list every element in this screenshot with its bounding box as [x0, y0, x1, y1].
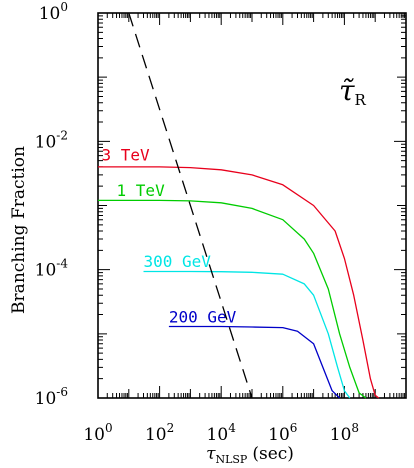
series-line-3-tev: [98, 166, 380, 399]
tick-labels: 100 102 104 106 108 100 10-2 10-4 10-6: [35, 0, 359, 445]
y-tick-label: 10-6: [35, 385, 68, 409]
series-line-300-gev: [143, 270, 351, 399]
tick-marks: [97, 13, 406, 399]
series-line-200-gev: [168, 325, 341, 399]
y-axis-label: Branching Fraction: [9, 146, 29, 314]
plot-frame: [97, 12, 407, 399]
stau-annotation: τ̃R: [339, 74, 367, 109]
y-tick-label: 10-2: [35, 128, 68, 152]
series-line-1-tev: [98, 199, 367, 399]
x-tick-label: 108: [330, 421, 359, 445]
y-tick-label: 100: [39, 0, 68, 24]
axis-ticks: [97, 13, 406, 399]
x-tick-label: 106: [268, 421, 297, 445]
series-label: 200 GeV: [169, 308, 237, 327]
y-tick-label: 10-4: [35, 257, 69, 281]
x-tick-label: 100: [83, 421, 112, 445]
dashed-reference-line: [128, 12, 253, 399]
series-label: 300 GeV: [143, 252, 211, 271]
series-lines: 3 TeV 1 TeV 300 GeV 200 GeV: [98, 12, 380, 399]
series-label: 1 TeV: [117, 181, 166, 200]
series-label: 3 TeV: [102, 146, 151, 165]
x-tick-label: 102: [145, 421, 174, 445]
x-axis-label: τNLSP (sec): [206, 444, 294, 466]
x-tick-label: 104: [207, 421, 237, 445]
